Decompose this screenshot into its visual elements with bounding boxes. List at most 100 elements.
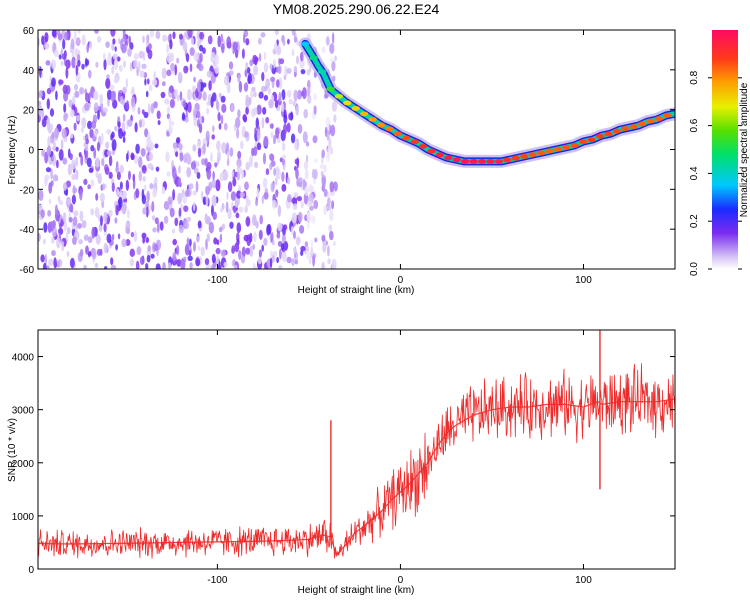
noise-speckle bbox=[207, 35, 213, 45]
noise-speckle bbox=[61, 30, 65, 40]
noise-speckle bbox=[206, 107, 210, 115]
noise-speckle bbox=[286, 122, 291, 133]
noise-speckle bbox=[93, 102, 99, 113]
noise-speckle bbox=[197, 140, 201, 149]
noise-speckle bbox=[290, 133, 296, 144]
noise-speckle bbox=[226, 36, 232, 49]
noise-speckle bbox=[210, 51, 216, 64]
noise-speckle bbox=[266, 223, 272, 235]
noise-speckle bbox=[95, 234, 101, 245]
noise-speckle bbox=[196, 110, 201, 119]
noise-speckle bbox=[261, 244, 265, 252]
noise-speckle bbox=[44, 254, 48, 266]
noise-speckle bbox=[293, 36, 298, 43]
noise-speckle bbox=[312, 254, 315, 267]
doppler-trace-bead bbox=[528, 152, 537, 158]
noise-speckle bbox=[101, 157, 105, 167]
noise-speckle bbox=[241, 48, 245, 59]
doppler-trace-bead bbox=[469, 159, 478, 164]
noise-speckle bbox=[327, 197, 331, 207]
noise-speckle bbox=[72, 185, 76, 195]
noise-speckle bbox=[100, 215, 103, 227]
noise-speckle bbox=[186, 216, 192, 222]
noise-speckle bbox=[75, 64, 79, 76]
doppler-trace-bead bbox=[326, 86, 335, 92]
noise-speckle bbox=[135, 188, 140, 199]
noise-speckle bbox=[245, 216, 251, 227]
noise-speckle bbox=[87, 236, 93, 244]
noise-speckle bbox=[192, 107, 197, 118]
x-tick-label: 100 bbox=[575, 575, 592, 586]
noise-speckle bbox=[51, 131, 55, 139]
noise-speckle bbox=[281, 89, 286, 101]
noise-speckle bbox=[79, 87, 85, 95]
y-tick-label: -40 bbox=[20, 225, 35, 236]
noise-speckle bbox=[121, 43, 127, 54]
noise-speckle bbox=[207, 264, 212, 269]
noise-speckle bbox=[125, 78, 128, 89]
noise-speckle bbox=[262, 152, 267, 165]
noise-speckle bbox=[226, 82, 231, 94]
noise-speckle bbox=[172, 228, 175, 234]
noise-speckle bbox=[166, 43, 170, 54]
noise-speckle bbox=[307, 94, 312, 104]
noise-speckle bbox=[130, 96, 136, 108]
noise-speckle bbox=[179, 152, 184, 162]
noise-speckle bbox=[252, 243, 256, 250]
noise-speckle bbox=[331, 101, 337, 112]
noise-speckle bbox=[258, 91, 264, 99]
noise-speckle bbox=[237, 109, 241, 119]
noise-speckle bbox=[276, 232, 281, 239]
noise-speckle bbox=[161, 186, 166, 195]
noise-speckle bbox=[305, 250, 311, 260]
noise-speckle bbox=[166, 69, 172, 77]
doppler-trace-bead bbox=[444, 155, 453, 161]
noise-speckle bbox=[141, 164, 147, 174]
noise-speckle bbox=[276, 79, 280, 88]
noise-speckle bbox=[210, 152, 213, 163]
noise-speckle bbox=[154, 143, 159, 149]
noise-speckle bbox=[230, 191, 237, 202]
noise-speckle bbox=[161, 81, 166, 87]
doppler-trace-bead bbox=[646, 118, 655, 124]
noise-speckle bbox=[211, 134, 215, 140]
noise-speckle bbox=[245, 195, 249, 201]
noise-speckle bbox=[136, 246, 142, 256]
noise-speckle bbox=[116, 188, 120, 197]
noise-speckle bbox=[263, 237, 268, 246]
noise-speckle bbox=[219, 207, 224, 213]
noise-speckle bbox=[231, 104, 235, 112]
noise-speckle bbox=[99, 248, 103, 256]
noise-speckle bbox=[149, 30, 155, 38]
noise-speckle bbox=[102, 107, 108, 113]
doppler-trace-bead bbox=[410, 139, 419, 145]
noise-speckle bbox=[77, 222, 82, 229]
doppler-trace-bead bbox=[343, 100, 352, 106]
noise-speckle bbox=[65, 180, 71, 188]
noise-speckle bbox=[75, 37, 81, 47]
noise-speckle bbox=[245, 106, 249, 115]
noise-speckle bbox=[88, 69, 92, 79]
noise-speckle bbox=[87, 120, 93, 130]
noise-speckle bbox=[202, 142, 206, 155]
noise-speckle bbox=[292, 203, 298, 210]
noise-speckle bbox=[63, 220, 67, 232]
noise-speckle bbox=[236, 171, 240, 181]
colorbar-tick-label: 0.6 bbox=[689, 118, 700, 132]
noise-speckle bbox=[153, 243, 159, 252]
noise-speckle bbox=[156, 221, 160, 234]
noise-speckle bbox=[294, 158, 299, 165]
noise-speckle bbox=[193, 52, 199, 62]
noise-speckle bbox=[41, 35, 45, 45]
noise-speckle bbox=[297, 211, 303, 223]
noise-speckle bbox=[176, 244, 180, 256]
noise-speckle bbox=[130, 231, 135, 238]
noise-speckle bbox=[51, 77, 56, 87]
noise-speckle bbox=[71, 56, 77, 69]
noise-speckle bbox=[236, 127, 240, 139]
noise-speckle bbox=[218, 92, 222, 98]
noise-speckle bbox=[56, 260, 60, 268]
noise-speckle bbox=[306, 69, 311, 76]
